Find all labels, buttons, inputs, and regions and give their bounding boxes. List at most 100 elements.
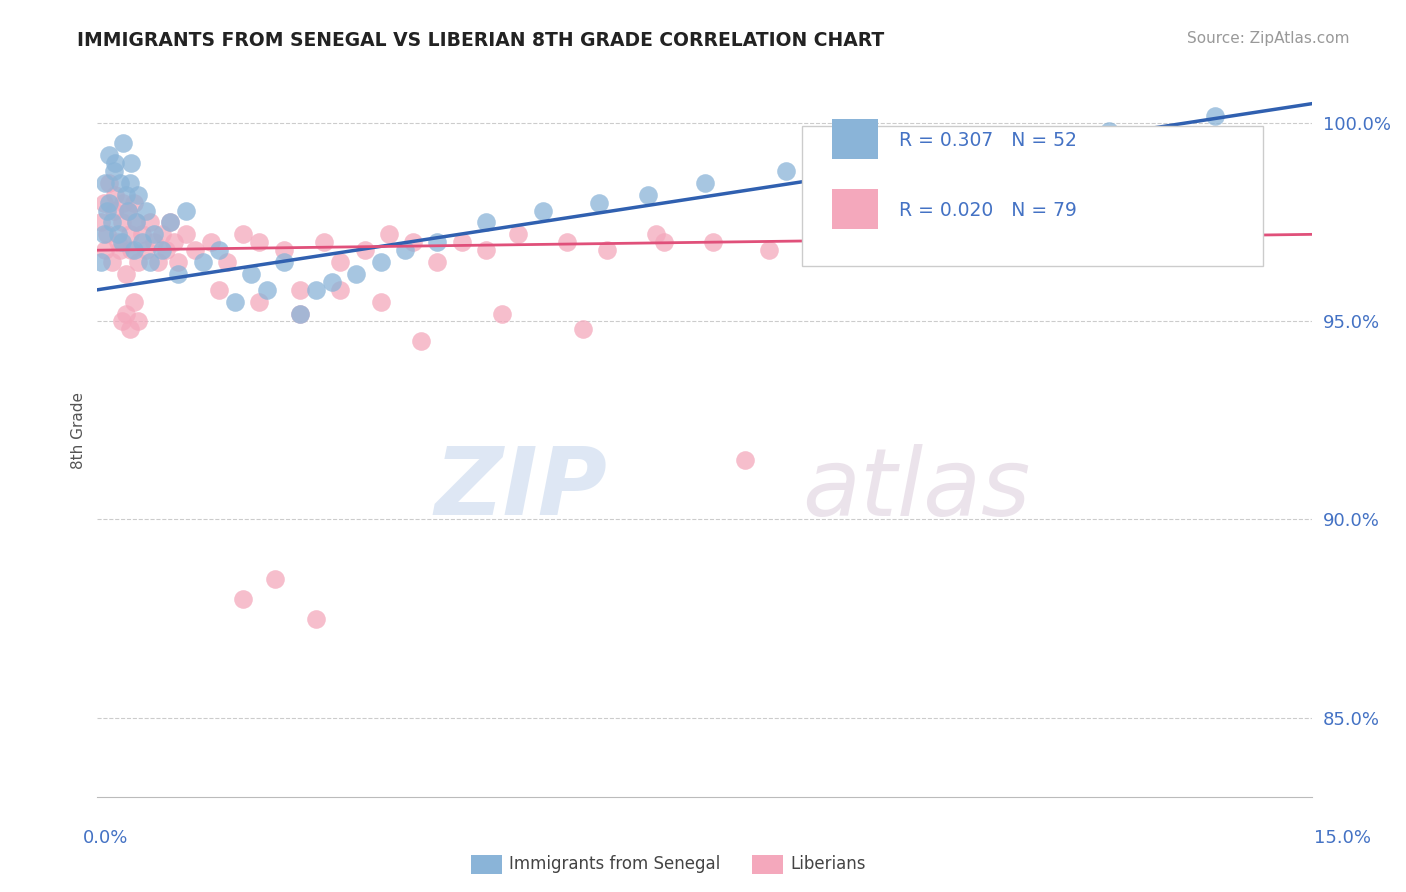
Point [637,187,659,202]
Point [1057,227,1080,242]
Point [936,148,959,162]
Point [135,243,157,257]
Point [775,164,797,178]
Point [90,215,112,229]
Point [114,267,136,281]
Point [936,227,959,242]
Point [139,255,162,269]
Text: 0.0%: 0.0% [83,829,128,847]
Point [163,235,186,250]
Point [491,307,513,321]
Text: 15.0%: 15.0% [1315,829,1371,847]
Point [96,203,118,218]
Point [394,243,416,257]
Point [114,307,136,321]
Point [108,176,131,190]
Point [652,235,675,250]
Point [450,235,472,250]
Point [208,283,231,297]
Point [215,255,238,269]
Point [353,243,375,257]
Point [256,283,278,297]
Point [183,243,205,257]
Point [117,203,139,218]
Point [103,203,125,218]
Point [94,243,117,257]
Point [312,235,335,250]
Point [159,215,181,229]
Point [815,215,838,229]
Bar [832,188,879,229]
Point [264,572,287,586]
Point [150,243,173,257]
Point [176,227,198,242]
Point [122,195,145,210]
Point [232,591,254,606]
Point [1018,136,1040,151]
Point [122,294,145,309]
Point [131,227,153,242]
Text: R = 0.307   N = 52: R = 0.307 N = 52 [898,131,1077,151]
Point [880,235,903,250]
Point [167,267,190,281]
Point [240,267,263,281]
Point [118,176,141,190]
Point [143,235,166,250]
Point [702,235,724,250]
Point [411,334,433,349]
Point [288,283,311,297]
Point [531,203,554,218]
Point [247,235,270,250]
Point [127,314,149,328]
Point [1139,215,1161,229]
Point [370,294,392,309]
Text: Liberians: Liberians [790,855,866,873]
Bar [832,119,879,160]
Point [273,243,295,257]
Point [125,215,148,229]
Point [155,243,177,257]
Point [101,215,124,229]
Point [176,203,198,218]
Point [645,227,668,242]
Y-axis label: 8th Grade: 8th Grade [72,392,86,469]
Point [305,283,328,297]
Point [402,235,425,250]
Point [508,227,530,242]
Point [758,243,780,257]
Text: Source: ZipAtlas.com: Source: ZipAtlas.com [1187,31,1350,46]
Point [329,283,352,297]
Point [104,156,127,170]
Point [120,243,142,257]
Point [143,227,166,242]
Point [127,255,149,269]
Point [734,453,756,467]
Text: atlas: atlas [801,443,1031,534]
Point [273,255,295,269]
Point [426,255,449,269]
Point [588,195,610,210]
Point [107,227,129,242]
Point [321,275,343,289]
Point [125,215,148,229]
Point [1098,124,1121,138]
Point [104,187,127,202]
Point [247,294,270,309]
Text: R = 0.020   N = 79: R = 0.020 N = 79 [898,201,1077,220]
Point [1219,203,1241,218]
Point [108,243,131,257]
Point [191,255,214,269]
Point [475,215,498,229]
Point [475,243,498,257]
Point [329,255,352,269]
Text: Immigrants from Senegal: Immigrants from Senegal [509,855,720,873]
Point [139,215,162,229]
Point [98,148,121,162]
Point [127,187,149,202]
Point [572,322,595,336]
Point [146,255,169,269]
FancyBboxPatch shape [801,127,1264,266]
Point [167,255,190,269]
Point [1204,109,1226,123]
Point [200,235,222,250]
